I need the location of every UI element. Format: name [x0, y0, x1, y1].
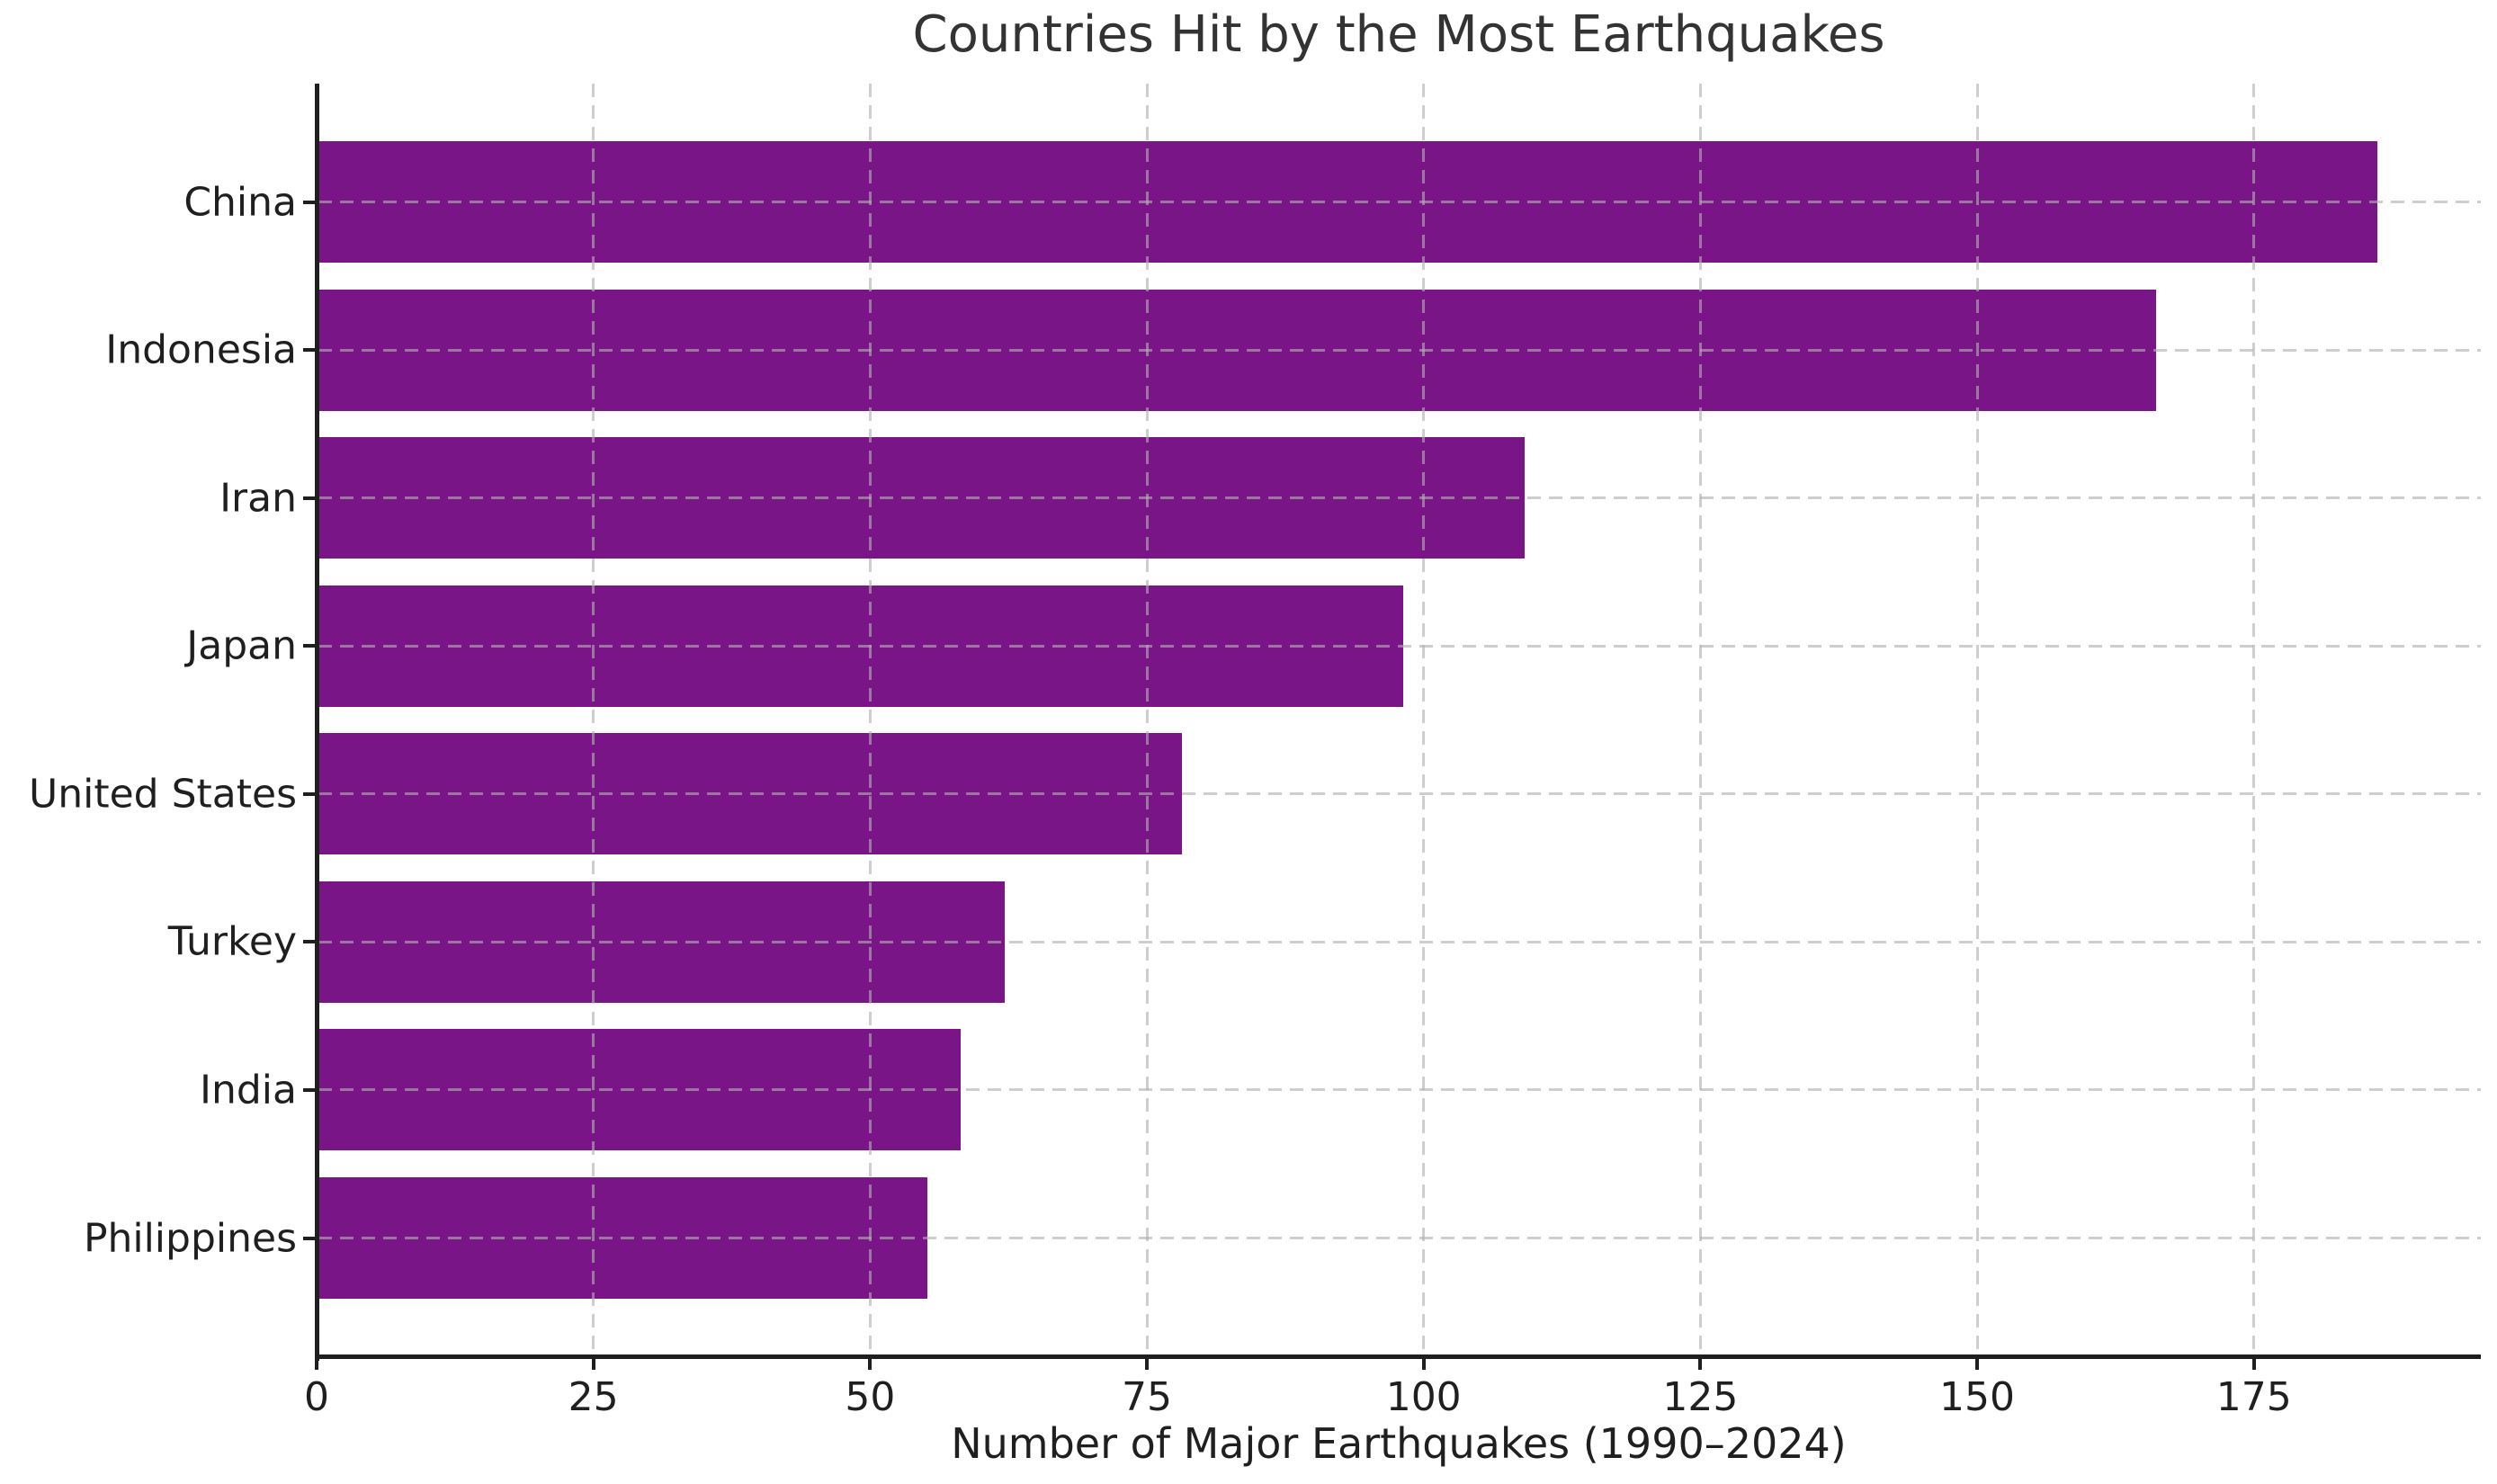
x-tick-label: 150	[1939, 1374, 2016, 1420]
y-tick-mark	[303, 1236, 317, 1240]
x-axis-label: Number of Major Earthquakes (1990–2024)	[951, 1419, 1847, 1468]
y-tick-mark	[303, 496, 317, 500]
y-tick-label: Indonesia	[105, 326, 297, 373]
x-tick-mark	[1698, 1356, 1703, 1370]
x-tick-mark	[868, 1356, 873, 1370]
x-tick-label: 125	[1662, 1374, 1739, 1420]
x-tick-label: 25	[568, 1374, 619, 1420]
bar	[318, 289, 2156, 411]
y-tick-mark	[303, 940, 317, 944]
bar	[318, 141, 2378, 263]
bar	[318, 1029, 961, 1151]
y-tick-mark	[303, 791, 317, 796]
x-tick-label: 175	[2215, 1374, 2292, 1420]
y-tick-label: India	[200, 1067, 297, 1113]
bar	[318, 733, 1182, 855]
x-tick-mark	[1421, 1356, 1426, 1370]
x-tick-mark	[591, 1356, 595, 1370]
gridline-vertical	[1975, 84, 1979, 1356]
y-tick-label: Philippines	[83, 1215, 297, 1261]
y-tick-label: Japan	[186, 622, 297, 669]
bar	[318, 437, 1526, 559]
y-tick-label: Iran	[219, 475, 297, 522]
y-tick-mark	[303, 348, 317, 353]
x-tick-label: 75	[1122, 1374, 1173, 1420]
bar	[318, 1177, 927, 1299]
y-axis-spine	[314, 84, 319, 1361]
y-tick-label: United States	[29, 771, 297, 818]
x-tick-mark	[1975, 1356, 1980, 1370]
gridline-vertical	[868, 84, 872, 1356]
chart-title: Countries Hit by the Most Earthquakes	[912, 5, 1885, 64]
x-tick-label: 0	[304, 1374, 329, 1420]
x-tick-mark	[2251, 1356, 2256, 1370]
bar	[318, 881, 1006, 1003]
x-axis-spine	[314, 1354, 2481, 1359]
gridline-vertical	[592, 84, 595, 1356]
gridline-vertical	[2252, 84, 2256, 1356]
gridline-vertical	[1422, 84, 1426, 1356]
gridline-vertical	[1698, 84, 1702, 1356]
x-tick-label: 100	[1385, 1374, 1462, 1420]
x-tick-mark	[1145, 1356, 1150, 1370]
y-tick-mark	[303, 1087, 317, 1092]
gridline-vertical	[1145, 84, 1149, 1356]
y-tick-label: Turkey	[167, 918, 297, 965]
y-tick-mark	[303, 200, 317, 204]
x-tick-label: 50	[845, 1374, 896, 1420]
x-tick-mark	[315, 1356, 318, 1370]
bar	[318, 585, 1404, 707]
y-tick-mark	[303, 644, 317, 648]
y-tick-label: China	[183, 179, 297, 225]
